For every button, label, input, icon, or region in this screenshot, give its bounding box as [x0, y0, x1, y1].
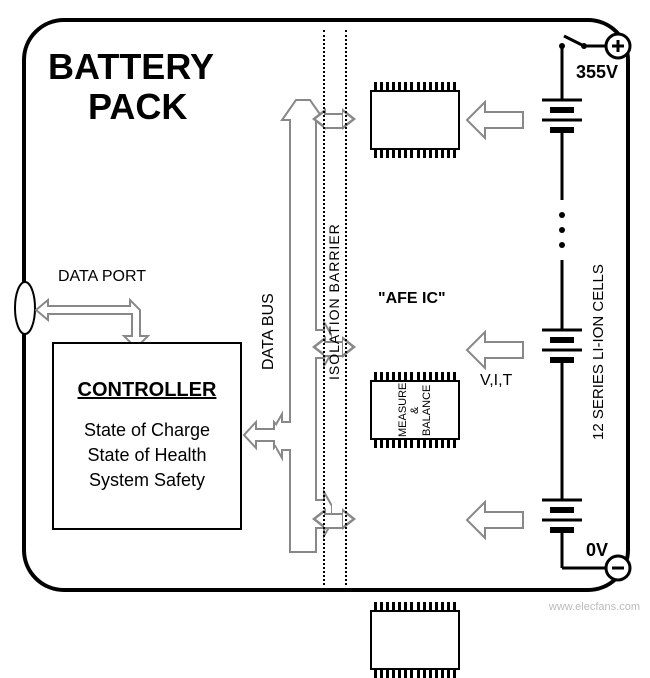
afe-ic-label: "AFE IC": [378, 290, 446, 308]
measure-balance-2: BALANCE: [421, 384, 433, 435]
bus-arrow-bot: [312, 508, 356, 530]
afe-chip-mid: MEASURE & BALANCE: [370, 380, 460, 440]
title-line2: PACK: [88, 86, 187, 128]
watermark: www.elecfans.com: [549, 601, 640, 613]
controller-line2: State of Health: [87, 445, 206, 466]
controller-line3: System Safety: [89, 470, 205, 491]
bus-arrow-top: [312, 108, 356, 130]
cell-arrow-mid: [465, 330, 525, 370]
controller-heading: CONTROLLER: [78, 379, 217, 402]
isolation-line-2: [345, 30, 347, 585]
cell-arrow-top: [465, 100, 525, 140]
controller-line1: State of Charge: [84, 420, 210, 441]
afe-chip-bottom: [370, 610, 460, 670]
v-low-label: 0V: [586, 540, 608, 561]
data-bus-label: DATA BUS: [260, 250, 278, 370]
vit-label: V,I,T: [480, 372, 512, 390]
afe-chip-top: [370, 90, 460, 150]
v-high-label: 355V: [576, 62, 618, 83]
isolation-line-1: [323, 30, 325, 585]
controller-box: CONTROLLER State of Charge State of Heal…: [52, 342, 242, 530]
cell-arrow-bot: [465, 500, 525, 540]
cells-label: 12 SERIES LI-ION CELLS: [590, 200, 607, 440]
measure-balance-1: MEASURE &: [397, 383, 421, 437]
title-line1: BATTERY: [48, 46, 214, 88]
data-port-label: DATA PORT: [58, 268, 146, 286]
isolation-barrier-label: ISOLATION BARRIER: [326, 200, 342, 380]
cell-stack: [520, 30, 640, 590]
